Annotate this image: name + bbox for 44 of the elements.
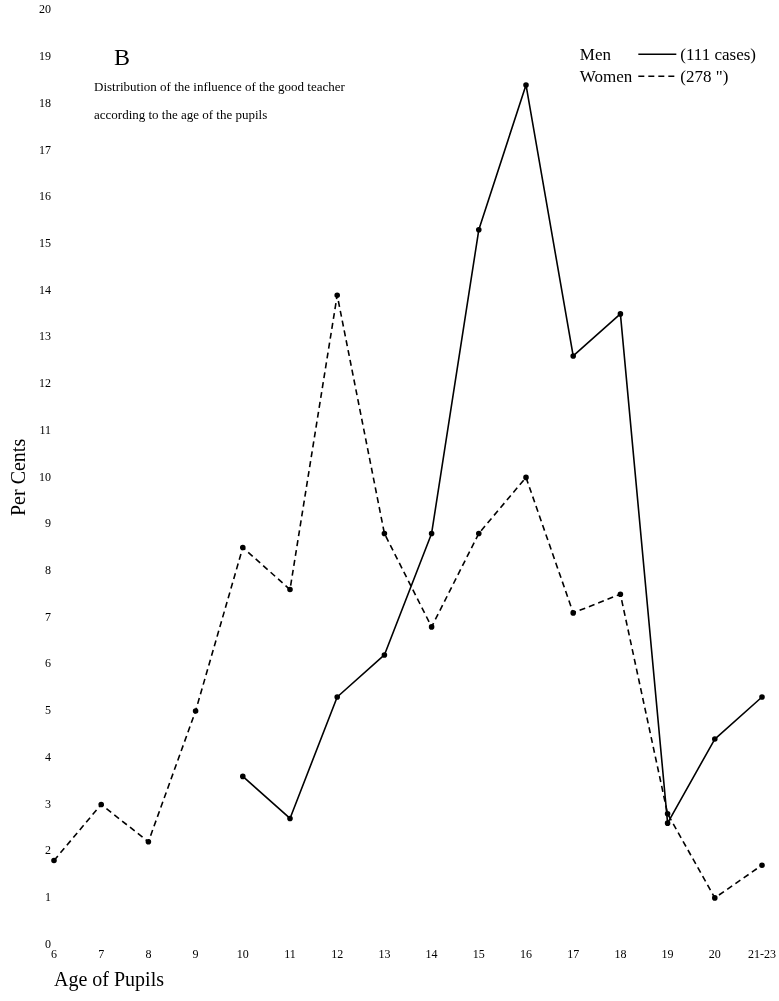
y-tick-label: 5 xyxy=(45,703,51,718)
x-tick-label: 13 xyxy=(378,946,391,961)
x-tick-label: 10 xyxy=(236,946,249,961)
y-tick-label: 9 xyxy=(45,516,51,531)
annotation: (278 ") xyxy=(680,67,729,87)
y-tick-label: 19 xyxy=(39,49,51,64)
text: B xyxy=(114,44,131,71)
x-tick-label: 11 xyxy=(284,946,296,961)
y-tick-label: 16 xyxy=(39,189,51,204)
x-tick-label: 9 xyxy=(192,946,199,961)
x-tick-label: 16 xyxy=(520,946,532,961)
y-tick-label: 14 xyxy=(39,282,51,297)
y-tick-label: 11 xyxy=(39,422,51,437)
x-tick-label: 17 xyxy=(567,946,580,961)
y-tick-label: 17 xyxy=(39,142,51,157)
y-tick-label: 0 xyxy=(45,936,51,951)
text: Distribution of the influence of the good teacher according to the age of the pupils xyxy=(94,79,346,123)
y-tick-label: 15 xyxy=(39,235,51,250)
y-tick-label: 8 xyxy=(45,563,51,577)
y-tick-label: 20 xyxy=(39,2,51,17)
y-tick-label: 2 xyxy=(45,843,51,858)
x-tick-label: 21-23 xyxy=(748,946,776,961)
legend-label: Women xyxy=(579,67,633,87)
x-tick-label: 19 xyxy=(661,946,674,961)
legend-label: Men xyxy=(579,45,612,65)
y-tick-label: 1 xyxy=(45,890,51,905)
x-tick-label: 20 xyxy=(708,946,721,961)
x-tick-label: 7 xyxy=(98,946,105,961)
annotation: (111 cases) xyxy=(680,45,757,65)
y-tick-label: 6 xyxy=(45,656,51,671)
y-tick-label: 3 xyxy=(45,796,51,811)
x-tick-label: 18 xyxy=(614,946,627,961)
y-tick-label: 7 xyxy=(45,609,51,624)
y-tick-label: 13 xyxy=(39,329,51,344)
y-tick-label: 10 xyxy=(39,469,51,484)
y-tick-label: 4 xyxy=(45,749,51,764)
x-tick-label: 15 xyxy=(472,946,485,961)
y-axis-title: Per Cents xyxy=(7,438,30,517)
y-tick-label: 12 xyxy=(39,376,51,391)
y-tick-label: 18 xyxy=(39,95,51,110)
x-tick-label: 8 xyxy=(145,946,152,961)
x-tick-label: 12 xyxy=(331,946,344,961)
x-tick-label: 14 xyxy=(425,946,438,961)
x-axis-title: Age of Pupils xyxy=(54,968,165,992)
